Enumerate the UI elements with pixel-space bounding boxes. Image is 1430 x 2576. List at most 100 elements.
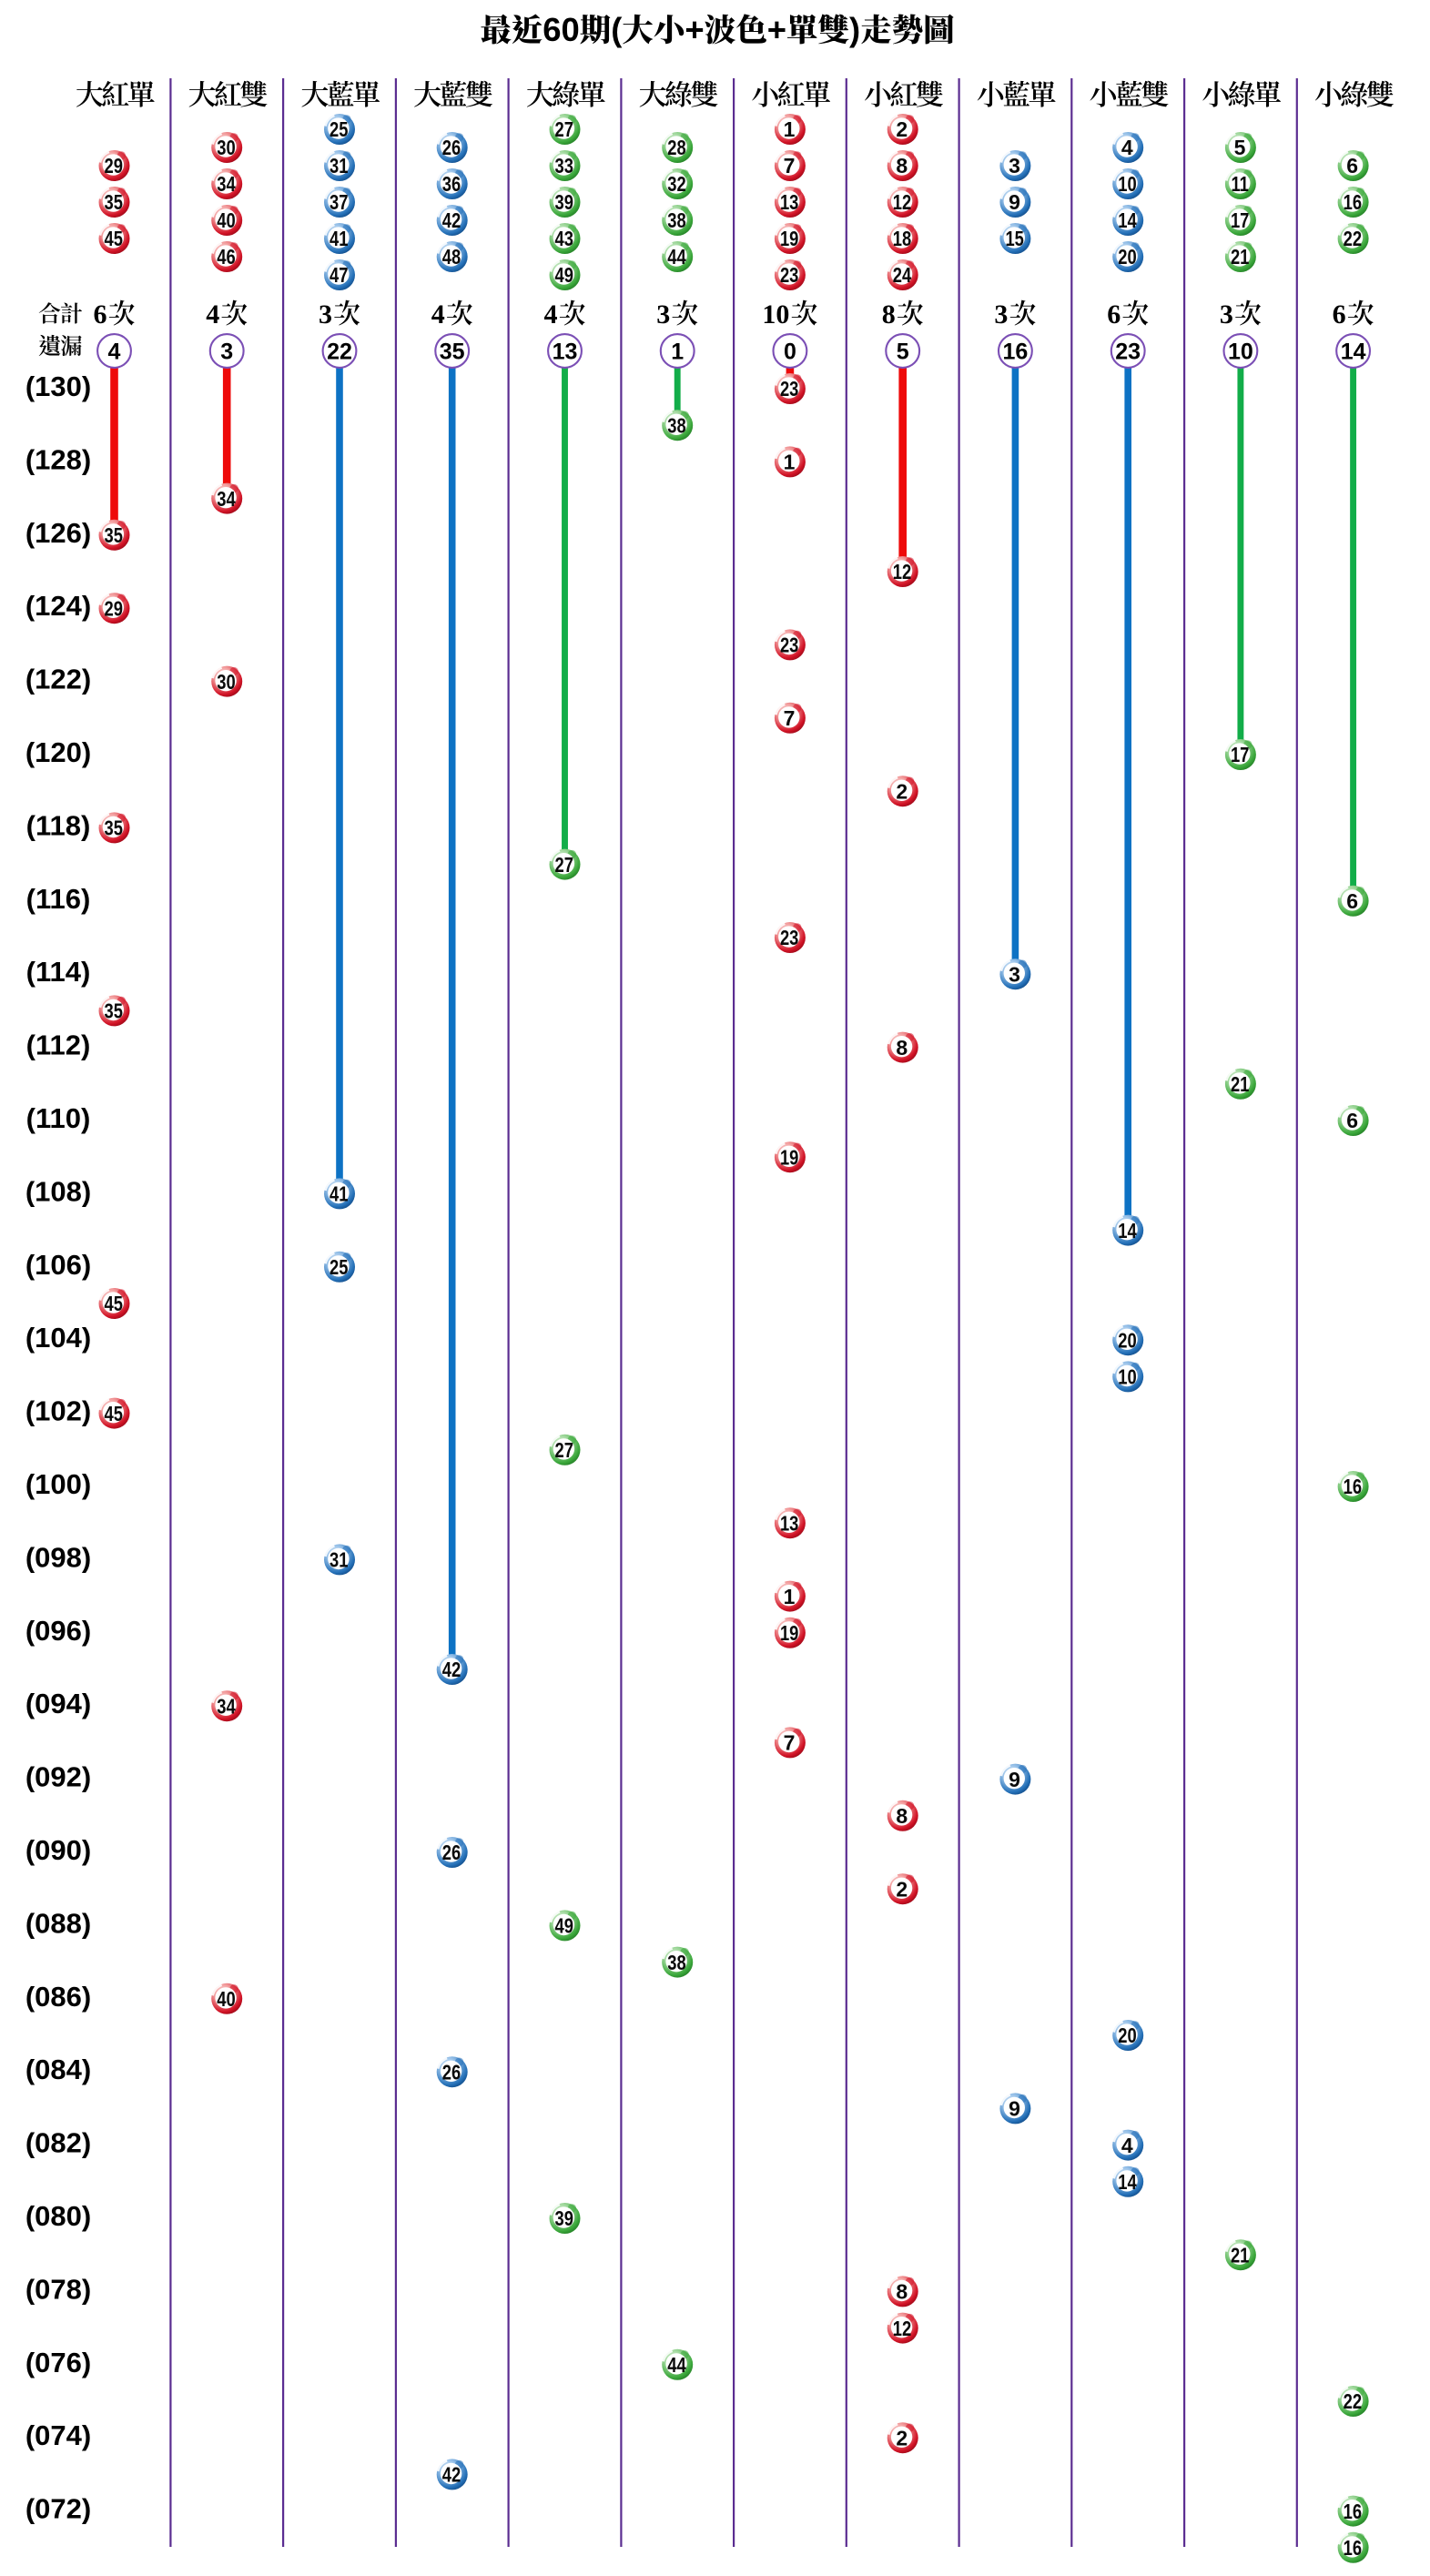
svg-text:(: ( — [611, 11, 623, 48]
svg-text:5: 5 — [1234, 136, 1246, 159]
svg-text:22: 22 — [1344, 2390, 1362, 2413]
svg-text:(120): (120) — [25, 736, 91, 768]
svg-text:25: 25 — [330, 118, 348, 141]
svg-text:14: 14 — [1118, 209, 1137, 232]
svg-text:4: 4 — [108, 340, 121, 365]
svg-text:16: 16 — [1344, 191, 1362, 214]
svg-text:(128): (128) — [25, 443, 91, 475]
svg-text:35: 35 — [105, 1000, 123, 1023]
svg-text:30: 30 — [217, 671, 235, 694]
svg-text:45: 45 — [105, 1403, 123, 1425]
svg-text:6: 6 — [1333, 299, 1346, 330]
svg-text:23: 23 — [780, 634, 798, 657]
svg-text:3: 3 — [1009, 962, 1020, 986]
svg-text:33: 33 — [555, 155, 573, 177]
svg-text:6: 6 — [1346, 889, 1358, 913]
svg-text:(074): (074) — [25, 2419, 91, 2451]
svg-text:29: 29 — [105, 155, 123, 177]
svg-text:38: 38 — [667, 415, 685, 438]
svg-text:19: 19 — [780, 228, 798, 250]
svg-text:27: 27 — [555, 1439, 573, 1462]
svg-text:17: 17 — [1231, 744, 1249, 766]
svg-text:(072): (072) — [25, 2493, 91, 2525]
svg-text:26: 26 — [442, 2062, 461, 2084]
svg-text:(114): (114) — [26, 956, 91, 988]
svg-text:7: 7 — [784, 154, 796, 177]
svg-text:12: 12 — [893, 191, 911, 214]
svg-text:45: 45 — [105, 228, 123, 250]
svg-text:42: 42 — [442, 2464, 461, 2487]
svg-text:40: 40 — [217, 1988, 235, 2011]
svg-text:10: 10 — [762, 299, 789, 330]
svg-text:8: 8 — [896, 1804, 908, 1828]
svg-text:38: 38 — [667, 1952, 685, 1974]
svg-text:14: 14 — [1118, 2171, 1137, 2194]
svg-text:12: 12 — [893, 561, 911, 583]
svg-text:3: 3 — [319, 299, 332, 330]
svg-text:17: 17 — [1231, 209, 1249, 232]
svg-text:20: 20 — [1118, 1330, 1136, 1353]
svg-text:4: 4 — [544, 299, 558, 330]
svg-text:38: 38 — [667, 209, 685, 232]
svg-text:24: 24 — [893, 264, 912, 287]
svg-text:41: 41 — [330, 228, 348, 250]
svg-text:46: 46 — [217, 246, 235, 269]
svg-text:+: + — [685, 11, 704, 48]
svg-text:31: 31 — [330, 155, 348, 177]
svg-text:34: 34 — [217, 488, 236, 511]
svg-text:16: 16 — [1344, 2537, 1362, 2560]
svg-text:0: 0 — [784, 340, 796, 365]
svg-text:(106): (106) — [25, 1249, 91, 1281]
svg-text:41: 41 — [330, 1183, 348, 1206]
svg-text:36: 36 — [442, 173, 461, 196]
svg-text:35: 35 — [105, 817, 123, 840]
svg-text:39: 39 — [555, 2207, 573, 2230]
svg-text:20: 20 — [1118, 246, 1136, 269]
svg-text:(102): (102) — [25, 1395, 91, 1427]
svg-text:14: 14 — [1118, 1220, 1137, 1242]
svg-text:25: 25 — [330, 1256, 348, 1279]
svg-text:20: 20 — [1118, 2024, 1136, 2047]
svg-text:1: 1 — [671, 340, 684, 365]
svg-text:60: 60 — [543, 11, 580, 48]
svg-text:34: 34 — [217, 1696, 236, 1719]
svg-text:19: 19 — [780, 1147, 798, 1170]
svg-text:(076): (076) — [25, 2347, 91, 2378]
svg-text:(100): (100) — [25, 1468, 91, 1500]
svg-text:(080): (080) — [25, 2200, 91, 2232]
svg-text:3: 3 — [220, 340, 233, 365]
svg-text:(122): (122) — [25, 664, 91, 695]
svg-text:47: 47 — [330, 264, 348, 287]
svg-text:(104): (104) — [25, 1322, 91, 1354]
svg-text:12: 12 — [893, 2317, 911, 2340]
svg-text:(082): (082) — [25, 2127, 91, 2159]
svg-text:8: 8 — [896, 2280, 908, 2304]
svg-text:10: 10 — [1228, 340, 1253, 365]
svg-text:3: 3 — [994, 299, 1008, 330]
svg-text:21: 21 — [1231, 2245, 1249, 2267]
svg-text:(078): (078) — [25, 2273, 91, 2305]
svg-text:32: 32 — [667, 173, 685, 196]
svg-text:21: 21 — [1231, 246, 1249, 269]
svg-text:1: 1 — [784, 451, 796, 474]
svg-text:26: 26 — [442, 1841, 461, 1864]
svg-text:(110): (110) — [26, 1102, 91, 1134]
svg-text:16: 16 — [1344, 2500, 1362, 2523]
svg-text:15: 15 — [1005, 228, 1023, 250]
svg-text:35: 35 — [105, 191, 123, 214]
svg-text:6: 6 — [1346, 1109, 1358, 1132]
svg-text:2: 2 — [896, 1877, 908, 1901]
svg-text:8: 8 — [896, 1036, 908, 1060]
svg-text:21: 21 — [1231, 1073, 1249, 1096]
svg-text:23: 23 — [1115, 340, 1141, 365]
svg-text:(126): (126) — [25, 517, 91, 549]
svg-text:27: 27 — [555, 118, 573, 141]
svg-text:45: 45 — [105, 1293, 123, 1315]
svg-text:(096): (096) — [25, 1615, 91, 1647]
svg-text:(130): (130) — [25, 370, 91, 402]
svg-text:4: 4 — [1121, 136, 1133, 159]
svg-text:49: 49 — [555, 1915, 573, 1938]
svg-text:): ) — [849, 11, 860, 48]
svg-text:9: 9 — [1009, 190, 1020, 214]
svg-text:16: 16 — [1002, 340, 1028, 365]
